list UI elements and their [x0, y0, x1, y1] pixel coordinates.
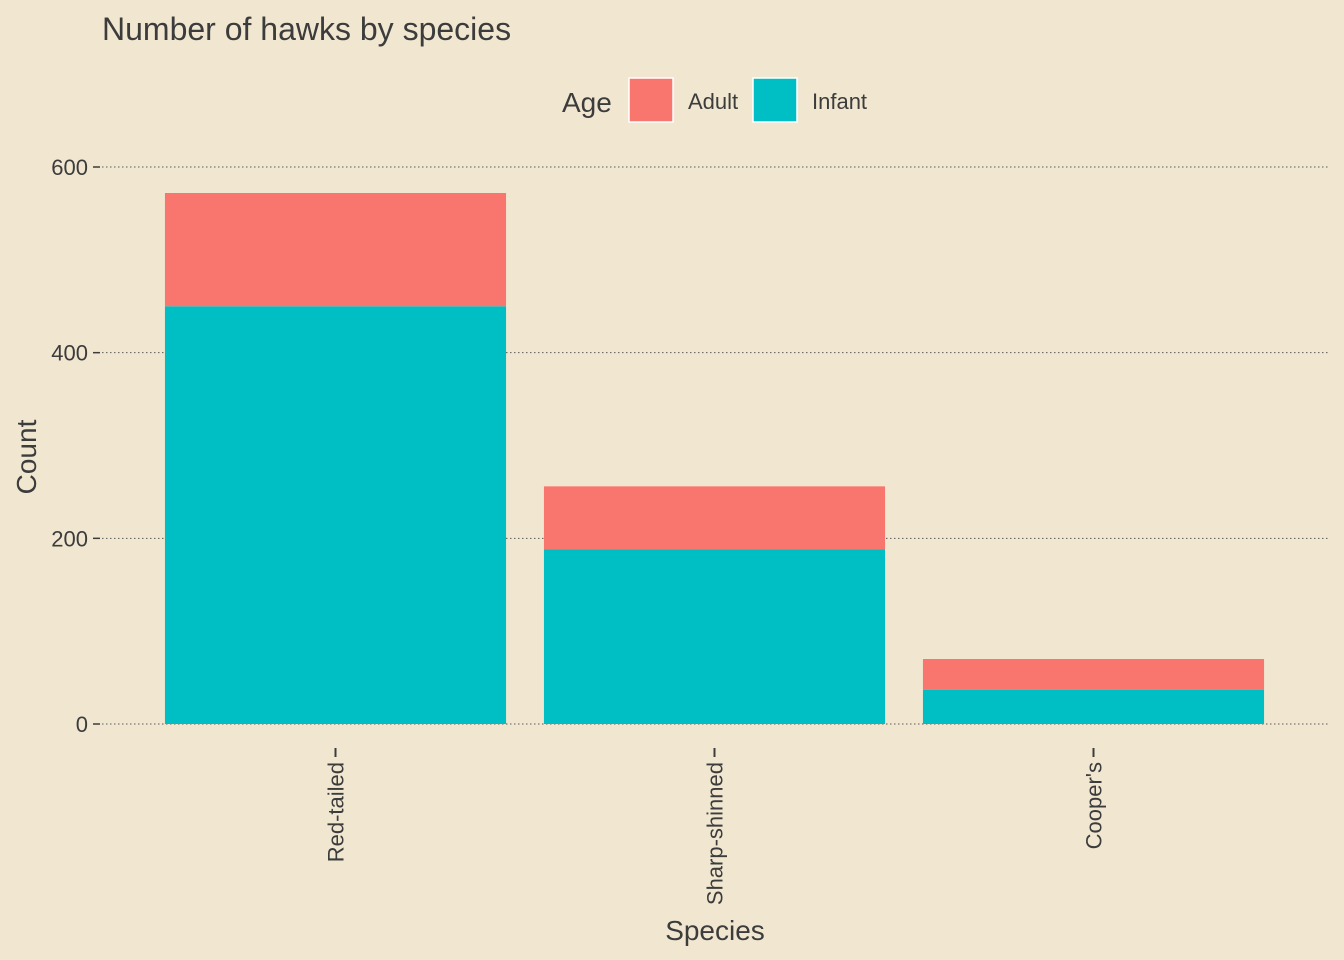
x-tick-label-2: Cooper's	[1082, 762, 1107, 849]
x-axis-title: Species	[665, 915, 765, 946]
y-tick-label-200: 200	[51, 526, 88, 551]
x-axis: Red-tailed Sharp-shinned Cooper's	[324, 748, 1107, 905]
x-tick-label-0: Red-tailed	[324, 762, 349, 862]
bar-adult-0	[164, 192, 507, 307]
y-tick-label-0: 0	[76, 712, 88, 737]
bar-adult-2	[922, 659, 1265, 690]
legend-swatch-infant	[752, 77, 798, 123]
y-tick-label-400: 400	[51, 341, 88, 366]
legend: Age Adult Infant	[562, 77, 867, 123]
legend-swatch-adult	[628, 77, 674, 123]
legend-label-adult: Adult	[688, 89, 738, 114]
bars	[164, 192, 1265, 724]
y-tick-label-600: 600	[51, 155, 88, 180]
chart-title: Number of hawks by species	[102, 11, 511, 47]
bar-infant-2	[922, 689, 1265, 724]
bar-infant-1	[543, 549, 886, 724]
y-axis-title: Count	[11, 419, 42, 494]
legend-label-infant: Infant	[812, 89, 867, 114]
bar-infant-0	[164, 306, 507, 724]
x-tick-label-1: Sharp-shinned	[703, 762, 728, 905]
bar-adult-1	[543, 486, 886, 550]
legend-title: Age	[562, 87, 612, 118]
y-axis: 0 200 400 600	[51, 155, 100, 737]
